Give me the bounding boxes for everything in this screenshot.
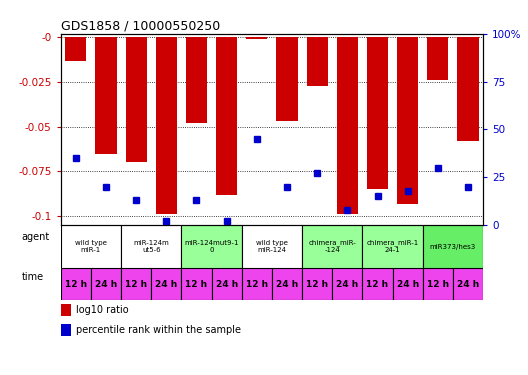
Bar — [61, 324, 71, 336]
Text: agent: agent — [22, 232, 50, 242]
Text: 24 h: 24 h — [276, 280, 298, 289]
Bar — [362, 225, 423, 268]
Bar — [61, 304, 71, 316]
Bar — [61, 268, 91, 300]
Text: wild type
miR-124: wild type miR-124 — [256, 240, 288, 253]
Bar — [186, 38, 207, 123]
Bar — [246, 38, 267, 39]
Bar — [242, 225, 302, 268]
Bar — [91, 268, 121, 300]
Bar — [332, 268, 362, 300]
Bar — [156, 38, 177, 214]
Bar — [121, 225, 182, 268]
Text: 12 h: 12 h — [65, 280, 87, 289]
Bar — [65, 38, 87, 60]
Bar — [362, 268, 393, 300]
Bar — [302, 268, 332, 300]
Bar — [182, 225, 242, 268]
Text: chimera_miR-
-124: chimera_miR- -124 — [308, 240, 356, 254]
Text: 24 h: 24 h — [95, 280, 117, 289]
Bar — [453, 268, 483, 300]
Bar — [61, 225, 121, 268]
Bar — [216, 38, 237, 195]
Text: wild type
miR-1: wild type miR-1 — [75, 240, 107, 253]
Bar — [96, 38, 117, 153]
Bar — [272, 268, 302, 300]
Text: GDS1858 / 10000550250: GDS1858 / 10000550250 — [61, 20, 220, 33]
Text: 12 h: 12 h — [185, 280, 208, 289]
Text: 12 h: 12 h — [366, 280, 389, 289]
Bar — [337, 38, 358, 214]
Text: miR-124m
ut5-6: miR-124m ut5-6 — [134, 240, 169, 253]
Text: percentile rank within the sample: percentile rank within the sample — [76, 326, 241, 335]
Bar — [423, 268, 453, 300]
Bar — [182, 268, 212, 300]
Bar — [427, 38, 448, 80]
Bar — [393, 268, 423, 300]
Bar — [277, 38, 298, 122]
Text: 24 h: 24 h — [336, 280, 359, 289]
Text: log10 ratio: log10 ratio — [76, 305, 128, 315]
Text: 12 h: 12 h — [246, 280, 268, 289]
Text: 24 h: 24 h — [397, 280, 419, 289]
Bar — [307, 38, 328, 86]
Bar — [367, 38, 388, 189]
Text: time: time — [22, 272, 44, 282]
Text: miR-124mut9-1
0: miR-124mut9-1 0 — [184, 240, 239, 253]
Text: chimera_miR-1
24-1: chimera_miR-1 24-1 — [366, 240, 419, 254]
Bar — [457, 38, 478, 141]
Text: 24 h: 24 h — [155, 280, 177, 289]
Text: 24 h: 24 h — [457, 280, 479, 289]
Bar — [397, 38, 418, 204]
Bar — [212, 268, 242, 300]
Text: 24 h: 24 h — [215, 280, 238, 289]
Bar — [151, 268, 182, 300]
Bar — [121, 268, 151, 300]
Bar — [126, 38, 147, 162]
Bar — [302, 225, 362, 268]
Text: 12 h: 12 h — [427, 280, 449, 289]
Text: miR373/hes3: miR373/hes3 — [430, 244, 476, 250]
Text: 12 h: 12 h — [125, 280, 147, 289]
Bar — [423, 225, 483, 268]
Bar — [242, 268, 272, 300]
Text: 12 h: 12 h — [306, 280, 328, 289]
